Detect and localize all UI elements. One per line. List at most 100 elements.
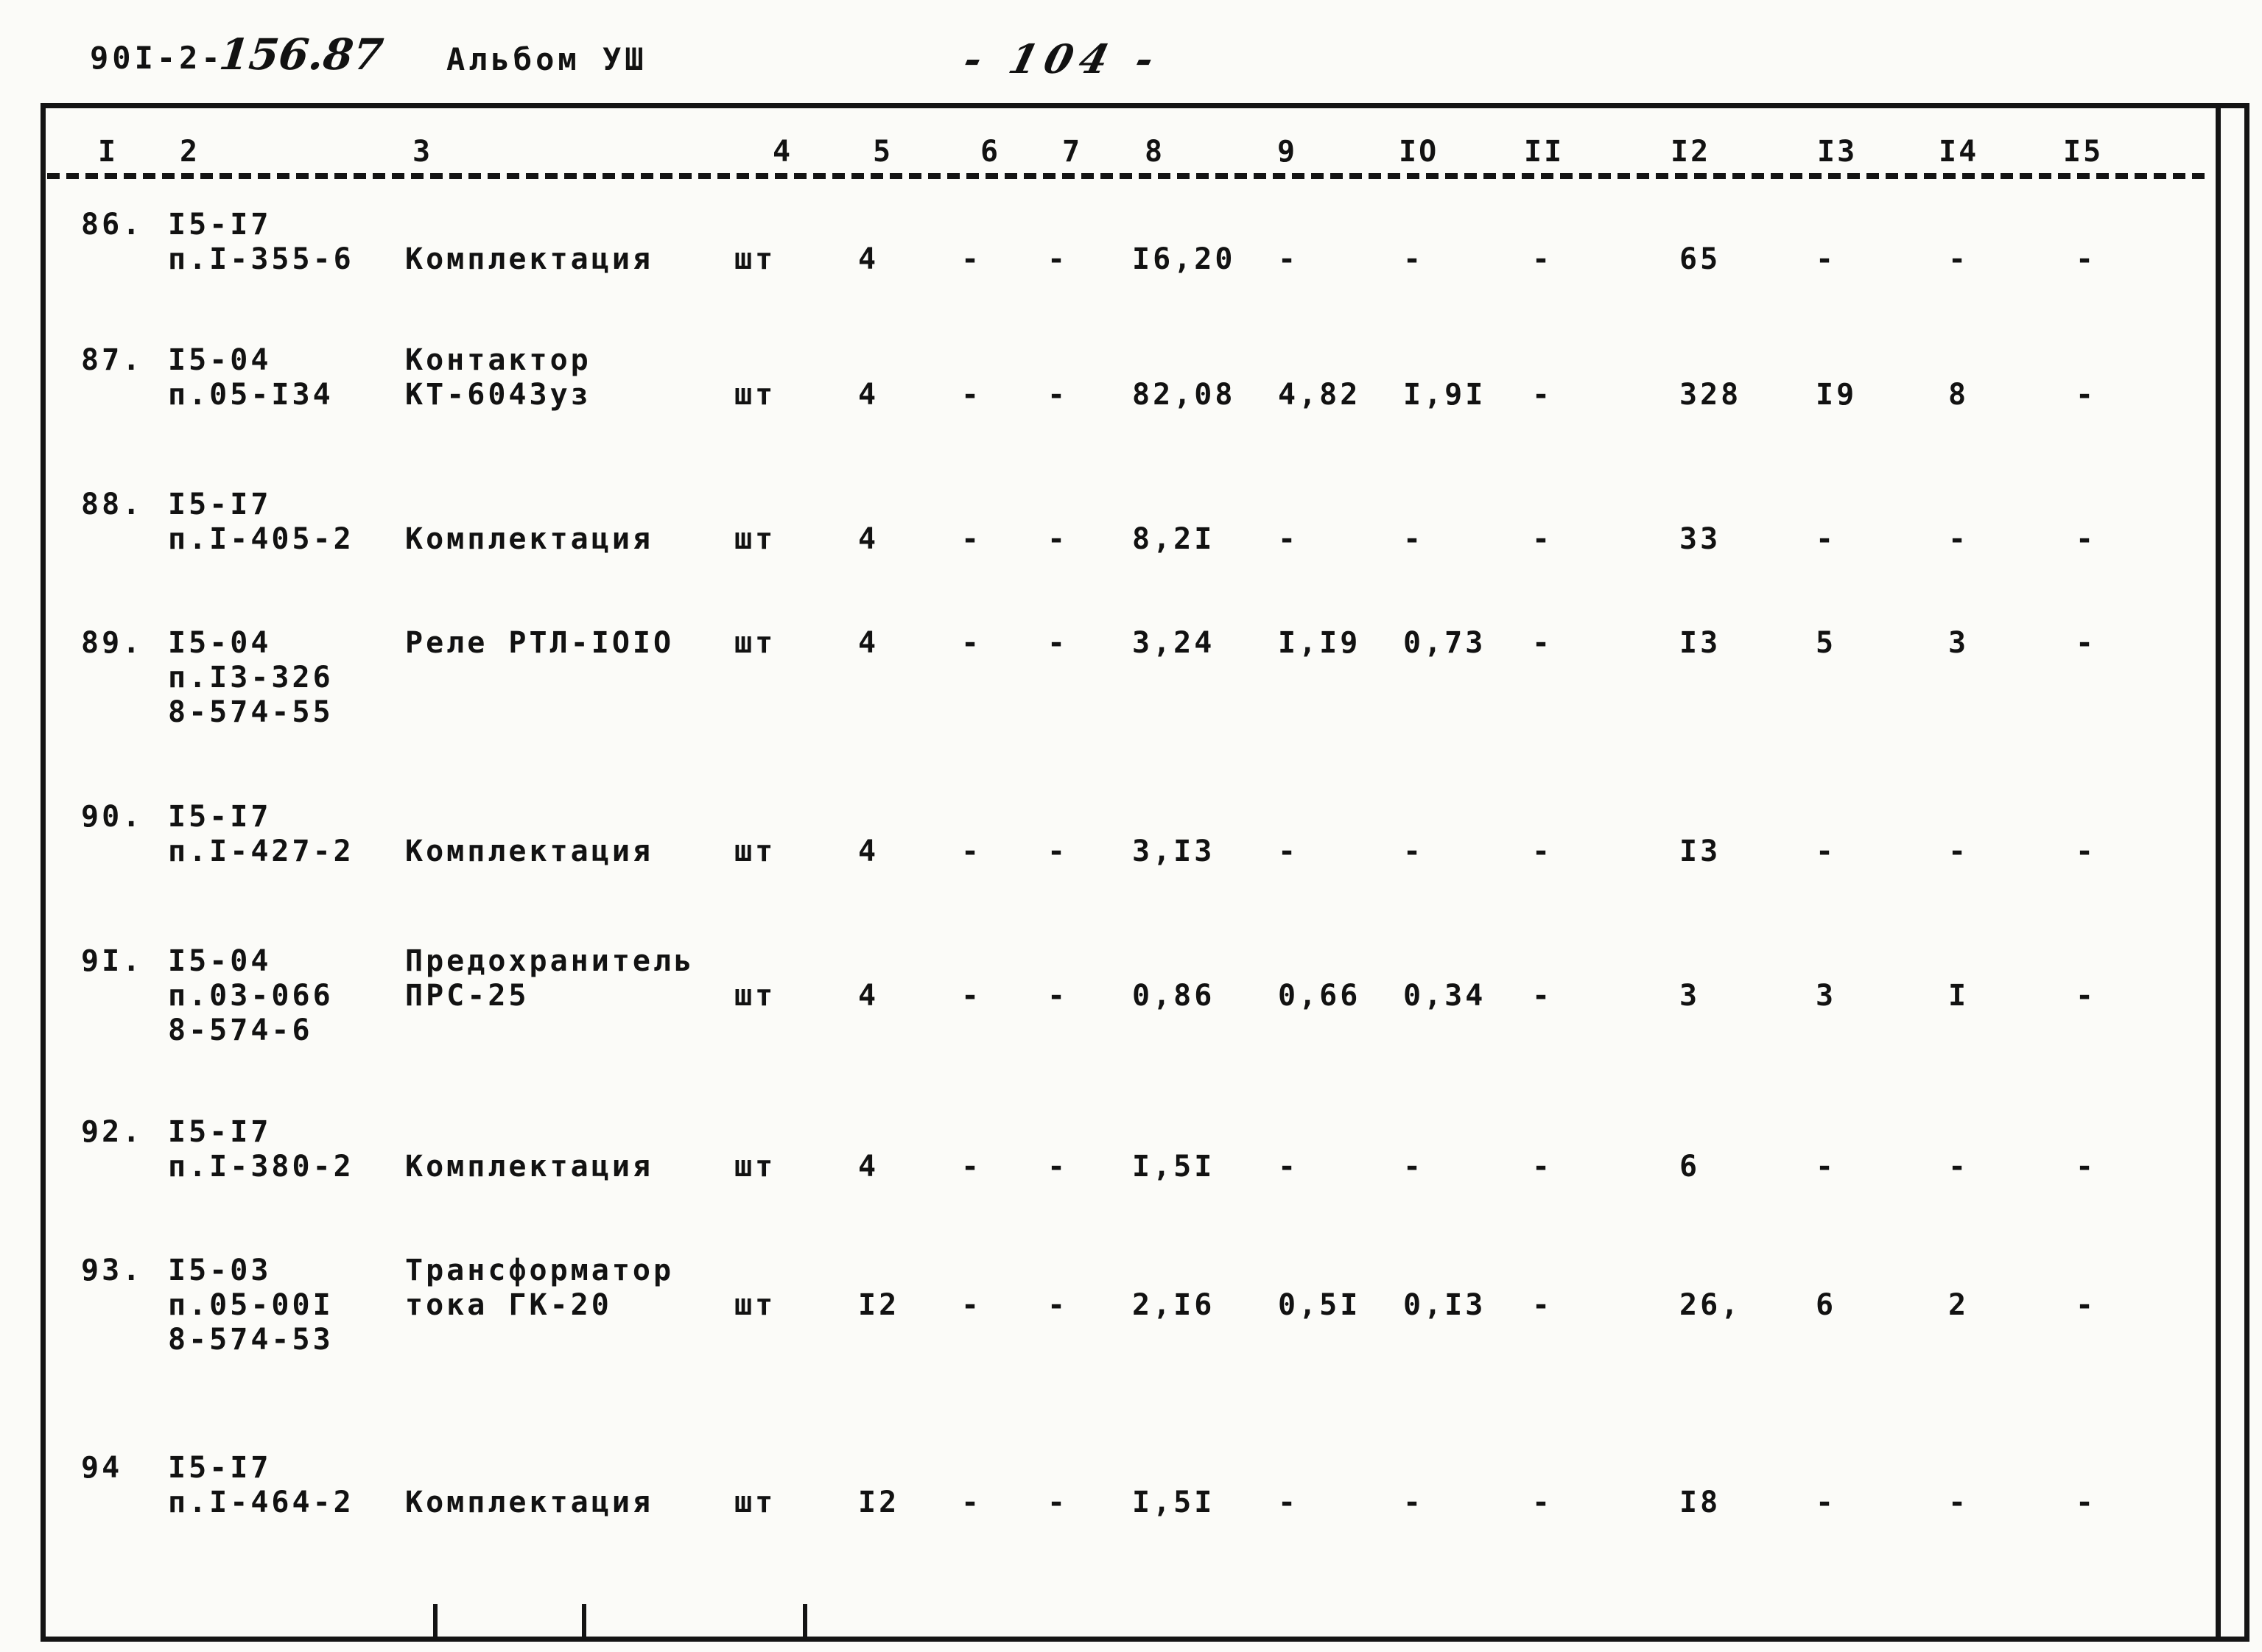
row-code-line: п.I-427-2 [168, 834, 354, 868]
row-code-line: 8-574-53 [168, 1323, 334, 1357]
row-value-c15: - [2076, 626, 2097, 660]
row-value-c11: - [1532, 1486, 1553, 1519]
row-value-c11: - [1532, 626, 1553, 660]
row-value-c8: I,5I [1132, 1150, 1215, 1184]
row-name-line: Комплектация [405, 1150, 653, 1184]
row-value-c14: - [1948, 1486, 1970, 1519]
header-divider [47, 173, 2211, 179]
row-value-c5: 4 [858, 1150, 879, 1184]
row-value-c8: 8,2I [1132, 522, 1215, 556]
row-value-c10: - [1403, 834, 1425, 868]
row-value-c7: - [1047, 979, 1069, 1013]
row-unit: шт [734, 1288, 776, 1322]
row-value-c10: 0,73 [1403, 626, 1486, 660]
row-value-c11: - [1532, 979, 1553, 1013]
row-value-c6: - [961, 979, 983, 1013]
row-value-c13: 6 [1816, 1288, 1837, 1322]
row-name-line: Комплектация [405, 242, 653, 276]
row-code-line: 8-574-55 [168, 695, 334, 729]
row-value-c15: - [2076, 378, 2097, 412]
row-value-c9: 0,5I [1278, 1288, 1361, 1322]
row-value-c10: - [1403, 1486, 1425, 1519]
row-value-c7: - [1047, 378, 1069, 412]
row-value-c7: - [1047, 626, 1069, 660]
row-value-c6: - [961, 1486, 983, 1519]
row-value-c9: - [1278, 1486, 1299, 1519]
row-unit: шт [734, 834, 776, 868]
bottom-tick [582, 1604, 586, 1637]
row-code-line: I5-03 [168, 1254, 272, 1287]
row-code-line: п.I-380-2 [168, 1150, 354, 1184]
row-value-c8: 0,86 [1132, 979, 1215, 1013]
row-value-c6: - [961, 1150, 983, 1184]
row-code-line: п.05-I34 [168, 378, 334, 412]
row-value-c8: 3,24 [1132, 626, 1215, 660]
row-unit: шт [734, 522, 776, 556]
right-inner-border [2216, 107, 2221, 1638]
row-code-line: I5-04 [168, 626, 272, 660]
row-value-c12: I8 [1679, 1486, 1721, 1519]
row-value-c6: - [961, 242, 983, 276]
row-value-c12: 6 [1679, 1150, 1701, 1184]
column-header-6: 6 [980, 135, 1001, 169]
row-value-c13: - [1816, 1486, 1837, 1519]
column-header-I3: I3 [1817, 135, 1858, 169]
row-value-c14: I [1948, 979, 1970, 1013]
column-header-8: 8 [1145, 135, 1165, 169]
page-number: - 104 - [959, 35, 1167, 82]
row-code-line: I5-I7 [168, 488, 272, 521]
row-value-c7: - [1047, 522, 1069, 556]
row-value-c11: - [1532, 1150, 1553, 1184]
row-code-line: I5-I7 [168, 800, 272, 834]
row-value-c9: 0,66 [1278, 979, 1361, 1013]
row-value-c12: 3 [1679, 979, 1701, 1013]
column-header-I2: I2 [1671, 135, 1711, 169]
row-value-c6: - [961, 834, 983, 868]
row-code-line: I5-I7 [168, 1451, 272, 1485]
row-value-c5: 4 [858, 522, 879, 556]
row-value-c9: I,I9 [1278, 626, 1361, 660]
row-value-c12: 328 [1679, 378, 1742, 412]
row-value-c15: - [2076, 1150, 2097, 1184]
row-value-c11: - [1532, 522, 1553, 556]
bottom-tick [433, 1604, 438, 1637]
row-number: 92. [81, 1115, 144, 1149]
row-value-c8: I6,20 [1132, 242, 1236, 276]
row-value-c12: 33 [1679, 522, 1721, 556]
row-value-c7: - [1047, 834, 1069, 868]
row-value-c14: - [1948, 834, 1970, 868]
row-code-line: I5-I7 [168, 1115, 272, 1149]
row-value-c12: I3 [1679, 626, 1721, 660]
row-value-c5: 4 [858, 834, 879, 868]
row-value-c13: 5 [1816, 626, 1837, 660]
column-header-9: 9 [1277, 135, 1298, 169]
row-unit: шт [734, 1150, 776, 1184]
row-value-c8: I,5I [1132, 1486, 1215, 1519]
column-header-3: 3 [412, 135, 433, 169]
row-value-c15: - [2076, 1288, 2097, 1322]
column-header-5: 5 [873, 135, 893, 169]
row-value-c13: - [1816, 834, 1837, 868]
row-value-c6: - [961, 378, 983, 412]
column-header-7: 7 [1062, 135, 1083, 169]
row-value-c14: - [1948, 242, 1970, 276]
row-value-c9: - [1278, 522, 1299, 556]
column-header-2: 2 [180, 135, 200, 169]
row-name-line: КТ-6043уз [405, 378, 591, 412]
row-value-c14: - [1948, 1150, 1970, 1184]
row-value-c15: - [2076, 1486, 2097, 1519]
row-value-c7: - [1047, 1288, 1069, 1322]
row-value-c10: - [1403, 522, 1425, 556]
row-value-c13: - [1816, 242, 1837, 276]
row-value-c9: - [1278, 242, 1299, 276]
row-code-line: п.I3-326 [168, 661, 334, 695]
row-number: 88. [81, 488, 144, 521]
row-value-c5: 4 [858, 626, 879, 660]
row-value-c15: - [2076, 979, 2097, 1013]
row-value-c5: I2 [858, 1288, 900, 1322]
row-code-line: I5-I7 [168, 208, 272, 242]
doc-code-handwritten: 156.87 [217, 29, 386, 80]
row-code-line: п.05-00I [168, 1288, 334, 1322]
row-value-c10: I,9I [1403, 378, 1486, 412]
row-number: 90. [81, 800, 144, 834]
